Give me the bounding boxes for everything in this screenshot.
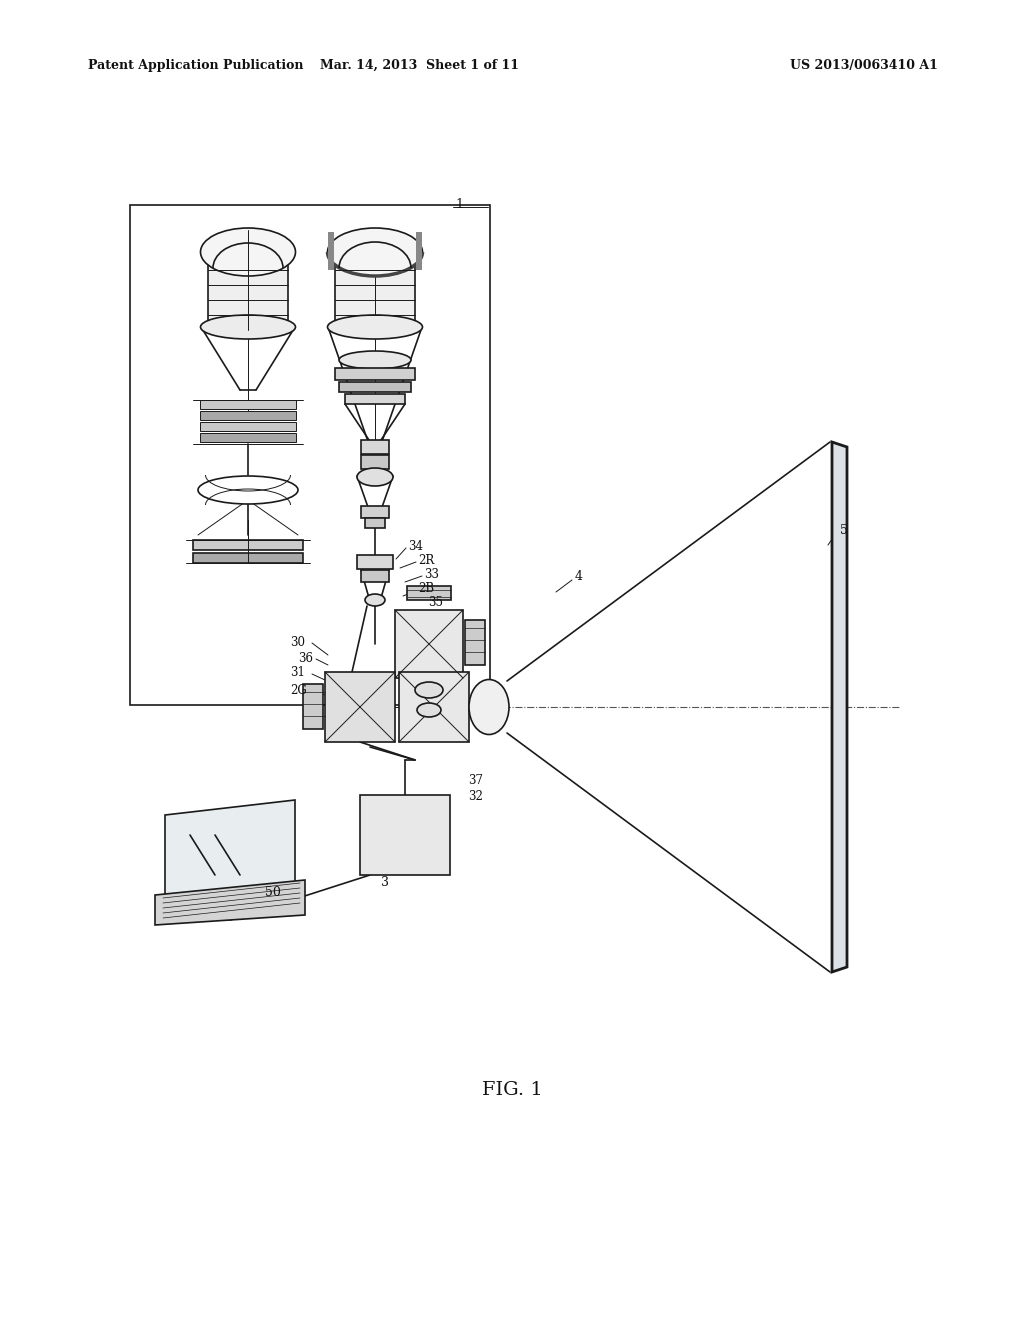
Text: 3: 3 xyxy=(381,875,389,888)
Bar xyxy=(200,411,296,420)
Bar xyxy=(395,610,463,678)
Bar xyxy=(357,554,393,569)
Bar xyxy=(361,506,389,517)
Ellipse shape xyxy=(201,315,296,339)
Ellipse shape xyxy=(328,228,423,276)
Bar xyxy=(465,620,485,665)
Text: 50: 50 xyxy=(265,886,281,899)
Ellipse shape xyxy=(328,315,423,339)
Ellipse shape xyxy=(201,228,296,276)
Text: 2B: 2B xyxy=(418,582,434,595)
Text: 33: 33 xyxy=(424,568,439,581)
Bar xyxy=(416,232,422,271)
Bar xyxy=(130,205,490,705)
Bar xyxy=(193,553,303,564)
Ellipse shape xyxy=(198,477,298,504)
Bar xyxy=(361,455,389,469)
Bar xyxy=(200,422,296,432)
Text: Patent Application Publication: Patent Application Publication xyxy=(88,58,303,71)
Text: 5: 5 xyxy=(840,524,848,536)
Text: 34: 34 xyxy=(408,540,423,553)
Text: US 2013/0063410 A1: US 2013/0063410 A1 xyxy=(790,58,938,71)
Bar xyxy=(335,368,415,380)
Text: FIG. 1: FIG. 1 xyxy=(481,1081,543,1100)
Polygon shape xyxy=(831,442,847,972)
Bar xyxy=(399,672,469,742)
Text: 2R: 2R xyxy=(418,553,434,566)
Bar xyxy=(200,433,296,442)
Text: 4: 4 xyxy=(575,570,583,583)
Polygon shape xyxy=(165,800,295,895)
Text: Mar. 14, 2013  Sheet 1 of 11: Mar. 14, 2013 Sheet 1 of 11 xyxy=(321,58,519,71)
Polygon shape xyxy=(155,880,305,925)
Bar xyxy=(407,586,451,601)
Bar xyxy=(361,570,389,582)
Text: 37: 37 xyxy=(468,774,483,787)
Text: 32: 32 xyxy=(468,789,483,803)
Text: 1: 1 xyxy=(455,198,463,211)
Bar xyxy=(360,795,450,875)
Text: 31: 31 xyxy=(290,667,305,680)
Text: 30: 30 xyxy=(290,635,305,648)
Text: 2G: 2G xyxy=(290,684,307,697)
Ellipse shape xyxy=(417,704,441,717)
Bar xyxy=(335,255,415,327)
Bar xyxy=(208,255,288,327)
Bar xyxy=(339,381,411,392)
Bar xyxy=(303,684,323,729)
Bar xyxy=(328,232,334,271)
Ellipse shape xyxy=(339,351,411,370)
Bar xyxy=(361,440,389,454)
Bar xyxy=(345,393,406,404)
Text: 36: 36 xyxy=(298,652,313,664)
Bar xyxy=(193,540,303,550)
Ellipse shape xyxy=(469,680,509,734)
Ellipse shape xyxy=(415,682,443,698)
Bar xyxy=(325,672,395,742)
Bar xyxy=(365,517,385,528)
Bar xyxy=(200,400,296,409)
Ellipse shape xyxy=(357,469,393,486)
Ellipse shape xyxy=(365,594,385,606)
Text: 35: 35 xyxy=(428,597,443,610)
